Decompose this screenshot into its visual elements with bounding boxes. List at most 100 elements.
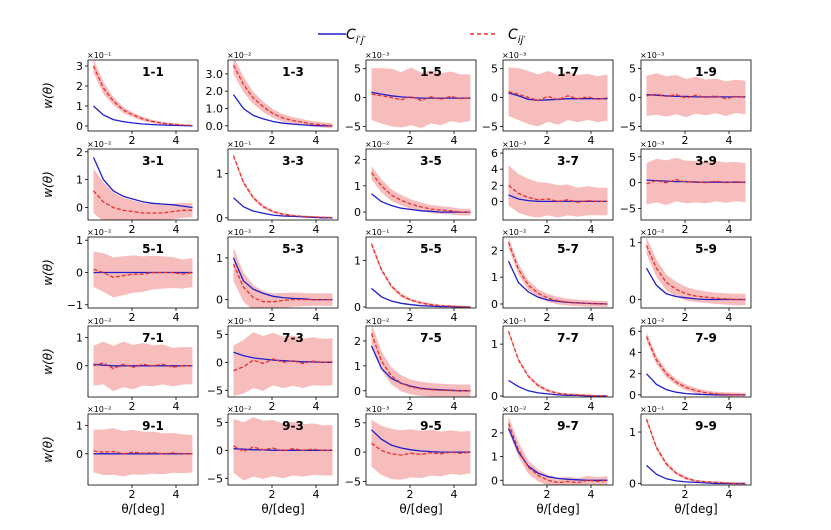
- series-line-blue: [646, 93, 746, 98]
- y-multiplier: ×10⁻²: [502, 228, 526, 237]
- panel-title: 5-7: [557, 242, 579, 256]
- y-tick-label: −5: [482, 120, 498, 133]
- uncertainty-band: [508, 329, 608, 397]
- series-line-red: [507, 242, 608, 305]
- y-multiplier: ×10⁻²: [87, 228, 111, 237]
- plot-area: [507, 237, 608, 307]
- panel-title: 7-9: [695, 331, 717, 345]
- y-tick-label: 1.0: [206, 102, 224, 115]
- panel-title: 9-1: [142, 419, 164, 433]
- legend-subscript-blue: i′j′: [356, 35, 367, 46]
- y-tick-label: 0: [354, 206, 361, 219]
- x-tick-label: 2: [407, 400, 414, 413]
- legend-label-red: Cij′: [508, 27, 526, 46]
- y-multiplier: ×10⁻¹: [227, 140, 251, 149]
- y-tick-label: 6: [491, 147, 498, 160]
- plot-area: [232, 60, 333, 129]
- panel-frame: [227, 325, 339, 398]
- panel-title: 3-3: [282, 154, 304, 168]
- panel-7-7: 0 1 2 4 ×10⁻¹ 7-7: [491, 317, 614, 413]
- y-tick-label: 0: [354, 446, 361, 459]
- x-tick-label: 2: [269, 311, 276, 324]
- plot-area: [508, 165, 608, 218]
- panel-5-5: 0 1 2 4 ×10⁻¹ 5-5: [354, 228, 477, 324]
- panel-3-7: 0 2 4 6 2 4 ×10⁻³ 3-7: [491, 140, 614, 236]
- y-multiplier: ×10⁻³: [365, 51, 389, 60]
- x-axis-label: θ/[deg]: [399, 502, 442, 516]
- panel-title: 7-3: [282, 331, 304, 345]
- y-tick-label: 1: [76, 174, 83, 187]
- y-axis-label: w(θ): [41, 436, 55, 463]
- panel-title: 3-9: [695, 154, 717, 168]
- y-tick-label: 0: [216, 294, 223, 307]
- series-line-red: [232, 263, 333, 303]
- y-tick-label: 1: [216, 252, 223, 265]
- plot-area: [93, 428, 193, 477]
- series-line-blue: [92, 157, 193, 209]
- panel-9-9: 0 1 2 4 ×10⁻¹ 9-9 θ/[deg]: [629, 405, 752, 516]
- series-line-red: [508, 184, 608, 203]
- y-tick-label: 0: [491, 92, 498, 105]
- x-tick-label: 4: [726, 400, 733, 413]
- panel-7-3: −5 0 5 2 4 ×10⁻³ 7-3: [207, 317, 339, 413]
- plot-area: [645, 332, 746, 397]
- y-tick-label: 0: [629, 477, 636, 490]
- y-tick-label: 1: [354, 360, 361, 373]
- panel-9-5: −5 0 5 2 4 ×10⁻³ 9-5 θ/[deg]: [345, 405, 477, 516]
- uncertainty-band: [646, 237, 746, 306]
- panel-frame: [365, 236, 477, 309]
- y-tick-label: 2: [76, 146, 83, 159]
- x-axis-label: θ/[deg]: [121, 502, 164, 516]
- panel-3-9: −5 0 5 2 4 ×10⁻³ 3-9: [620, 140, 752, 236]
- y-multiplier: ×10⁻²: [87, 140, 111, 149]
- uncertainty-band: [233, 60, 333, 129]
- x-tick-label: 4: [313, 400, 320, 413]
- x-tick-label: 2: [407, 311, 414, 324]
- series-line-red: [93, 268, 193, 278]
- y-tick-label: 0: [76, 201, 83, 214]
- panel-frame: [365, 325, 477, 398]
- series-line-red: [93, 190, 193, 214]
- y-tick-label: 0: [354, 92, 361, 105]
- plot-area: [507, 329, 608, 397]
- x-tick-label: 2: [544, 311, 551, 324]
- series-line-red: [645, 418, 746, 485]
- x-tick-label: 4: [451, 311, 458, 324]
- legend-symbol-blue: C: [346, 27, 356, 43]
- y-tick-label: 5: [629, 151, 636, 164]
- x-axis-label: θ/[deg]: [674, 502, 717, 516]
- panel-1-3: 0.0 1.0 2.0 3.0 2 4 ×10⁻² 1-3: [206, 51, 339, 147]
- y-tick-label: 5: [491, 63, 498, 76]
- series-line-red: [232, 64, 333, 127]
- panel-title: 9-9: [695, 419, 717, 433]
- legend-label-blue: Ci′j′: [346, 27, 367, 46]
- series-line-red: [645, 245, 746, 301]
- uncertainty-band: [371, 326, 471, 397]
- panel-title: 3-1: [142, 154, 164, 168]
- y-tick-label: 0: [491, 390, 498, 403]
- y-tick-label: 0: [76, 448, 83, 461]
- panel-frame: [87, 148, 199, 221]
- uncertainty-band: [233, 153, 333, 219]
- y-multiplier: ×10⁻³: [502, 51, 526, 60]
- y-tick-label: 3: [76, 60, 83, 73]
- plot-area: [233, 417, 333, 481]
- x-tick-label: 4: [173, 400, 180, 413]
- x-tick-label: 2: [682, 134, 689, 147]
- series-line-red: [233, 358, 333, 372]
- series-line-red: [93, 362, 193, 370]
- series-line-red: [93, 450, 193, 455]
- panel-frame: [87, 325, 199, 398]
- panel-title: 3-7: [557, 154, 579, 168]
- y-tick-label: 1: [76, 419, 83, 432]
- series-line-red: [646, 93, 746, 100]
- y-tick-label: 0: [354, 385, 361, 398]
- x-tick-label: 4: [451, 223, 458, 236]
- y-multiplier: ×10⁻¹: [502, 317, 526, 326]
- panel-1-5: −5 0 5 2 4 ×10⁻³ 1-5: [345, 51, 477, 147]
- y-tick-label: 2.0: [206, 85, 224, 98]
- plot-area: [233, 332, 333, 396]
- y-tick-label: 0: [216, 212, 223, 225]
- panel-frame: [87, 59, 199, 132]
- series-line-blue: [371, 91, 471, 99]
